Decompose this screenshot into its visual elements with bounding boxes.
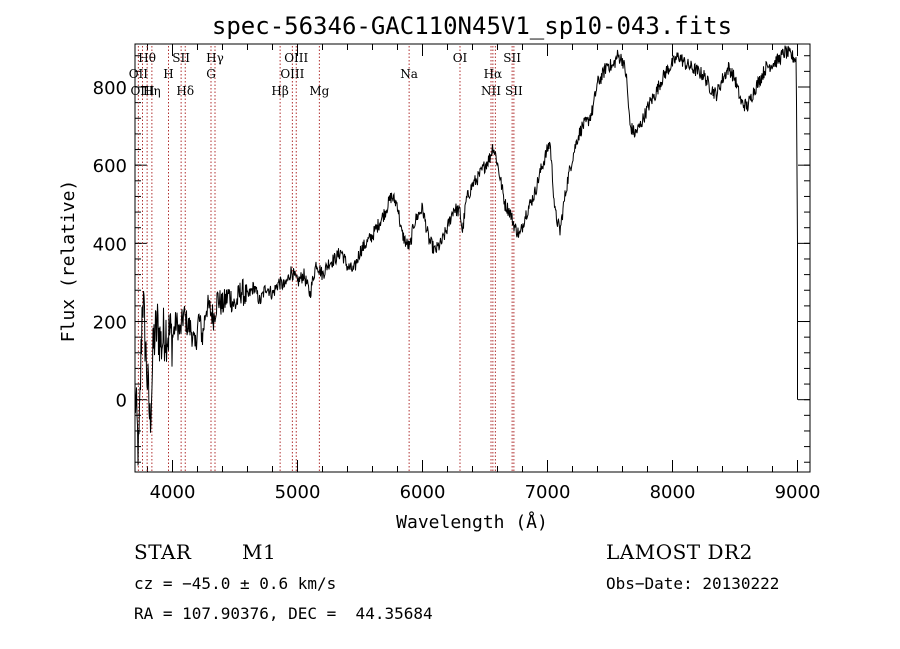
y-tick-label: 800 — [93, 78, 127, 99]
object-class: STAR — [134, 540, 192, 564]
axes: 4000 5000 6000 7000 8000 9000 0 200 400 600 800 — [93, 43, 821, 503]
x-tick-label: 6000 — [400, 482, 446, 503]
y-tick-label: 0 — [116, 391, 127, 412]
emission-line-label: SII — [503, 51, 521, 65]
emission-line-label: OIII — [130, 84, 154, 98]
emission-line-label: Na — [400, 67, 418, 81]
emission-line-label: Hδ — [176, 84, 194, 98]
redshift-text: cz = −45.0 ± 0.6 km/s — [134, 574, 337, 593]
x-tick-label: 5000 — [275, 482, 321, 503]
survey-name: LAMOST DR2 — [606, 540, 753, 564]
emission-line-label: SII — [505, 84, 523, 98]
x-tick-label: 8000 — [650, 482, 696, 503]
x-tick-label: 9000 — [775, 482, 821, 503]
y-tick-label: 400 — [93, 234, 127, 255]
emission-line-label: OIII — [280, 67, 304, 81]
emission-line-label: OII — [129, 67, 149, 81]
emission-line-label: Hθ — [138, 51, 156, 65]
coordinates-text: RA = 107.90376, DEC = 44.35684 — [134, 604, 433, 623]
emission-line-label: Mg — [309, 84, 329, 98]
x-tick-label: 4000 — [150, 482, 196, 503]
emission-line-label: Hβ — [271, 84, 288, 98]
y-tick-label: 200 — [93, 313, 127, 334]
x-tick-label: 7000 — [525, 482, 571, 503]
spectrum-line — [134, 45, 798, 466]
emission-line-label: Hα — [484, 67, 503, 81]
emission-line-label: NII — [481, 84, 501, 98]
emission-line-label: OIII — [284, 51, 308, 65]
chart-title: spec-56346-GAC110N45V1_sp10-043.fits — [212, 12, 732, 40]
plot-frame — [134, 43, 811, 473]
object-subclass: M1 — [242, 540, 277, 564]
emission-line-label: SII — [172, 51, 190, 65]
y-tick-label: 600 — [93, 156, 127, 177]
series-group — [134, 45, 798, 466]
emission-line-label: OI — [453, 51, 468, 65]
x-axis-label: Wavelength (Å) — [396, 511, 548, 533]
obs-date-text: Obs−Date: 20130222 — [606, 574, 780, 593]
emission-line-label: H — [163, 67, 173, 81]
y-axis-label: Flux (relative) — [58, 180, 79, 343]
emission-line-label: Hγ — [206, 51, 224, 65]
emission-line-label: G — [206, 67, 216, 81]
emission-line-label: Hη — [143, 84, 161, 98]
